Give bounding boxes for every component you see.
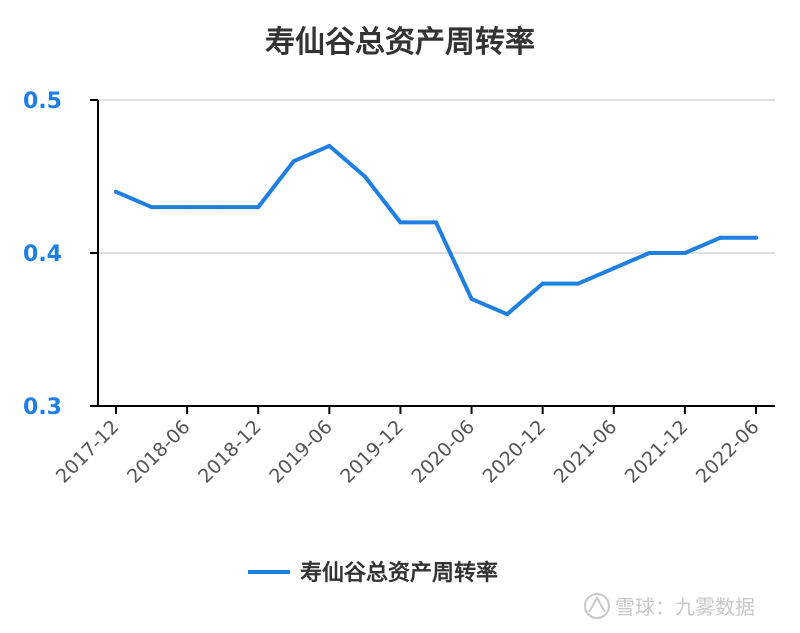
data-point[interactable] (754, 235, 758, 240)
data-point[interactable] (540, 281, 545, 286)
watermark: 雪球：九雾数据 (584, 593, 755, 619)
chart-title: 寿仙谷总资产周转率 (265, 25, 535, 60)
series-group (114, 143, 758, 317)
x-tick-label: 2018-06 (123, 416, 195, 488)
y-tick-label: 0.3 (23, 395, 62, 420)
y-tick-label: 0.5 (23, 89, 62, 114)
data-point[interactable] (327, 143, 332, 148)
data-point[interactable] (682, 251, 687, 255)
legend: 寿仙谷总资产周转率 (248, 560, 498, 586)
data-point[interactable] (291, 159, 296, 164)
x-tick-label: 2021-06 (550, 416, 622, 488)
data-point[interactable] (114, 189, 118, 194)
data-point[interactable] (576, 281, 581, 286)
legend-label[interactable]: 寿仙谷总资产周转率 (300, 560, 498, 586)
gridlines (98, 99, 775, 254)
x-tick-label: 2019-12 (336, 416, 408, 488)
data-point[interactable] (434, 220, 438, 225)
data-point[interactable] (220, 205, 225, 210)
data-point[interactable] (718, 235, 723, 240)
x-tick-label: 2019-06 (265, 416, 337, 488)
data-point[interactable] (185, 205, 190, 210)
data-point[interactable] (256, 205, 261, 210)
data-point[interactable] (505, 312, 510, 317)
data-point[interactable] (398, 220, 403, 225)
data-point[interactable] (611, 266, 616, 271)
x-axis-ticks: 2017-12 2018-06 2018-12 2019-06 2019-12 2020-… (52, 406, 764, 488)
data-point[interactable] (647, 251, 652, 255)
data-point[interactable] (469, 296, 474, 301)
data-point[interactable] (362, 174, 367, 179)
y-tick-label: 0.4 (23, 242, 62, 267)
data-point[interactable] (149, 205, 154, 210)
x-tick-label: 2020-06 (407, 416, 479, 488)
x-tick-label: 2020-12 (479, 416, 551, 488)
x-tick-label: 2021-12 (621, 416, 693, 488)
series-line[interactable] (114, 143, 758, 317)
x-tick-label: 2022-06 (692, 416, 764, 488)
snowball-logo-icon (584, 593, 610, 619)
x-tick-label: 2017-12 (52, 416, 124, 488)
y-axis-ticks: 0.3 0.4 0.5 (23, 89, 98, 420)
watermark-text: 雪球：九雾数据 (615, 595, 755, 619)
x-tick-label: 2018-12 (194, 416, 266, 488)
